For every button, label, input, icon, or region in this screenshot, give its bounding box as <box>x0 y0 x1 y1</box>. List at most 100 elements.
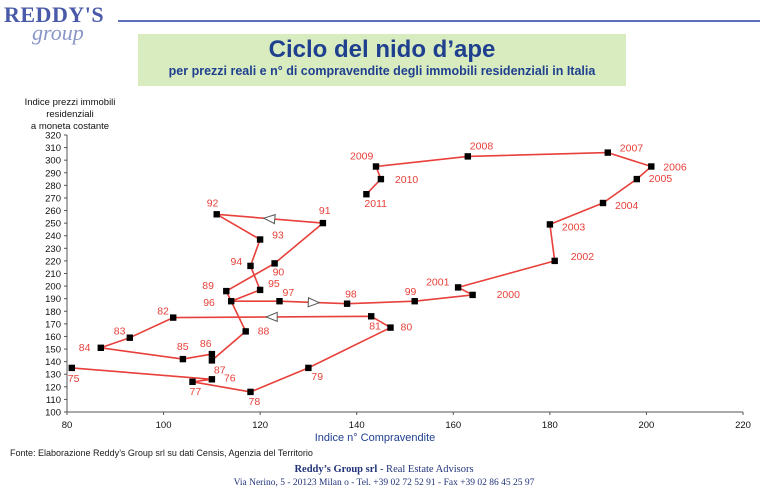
data-point <box>551 257 558 265</box>
data-point <box>223 287 230 295</box>
y-tick-label: 110 <box>46 395 61 406</box>
data-label: 2005 <box>649 173 673 185</box>
y-tick-label: 280 <box>45 181 61 192</box>
data-label: 88 <box>258 325 270 337</box>
y-tick-label: 300 <box>45 156 61 167</box>
direction-arrow <box>307 297 321 308</box>
direction-arrow <box>264 311 278 323</box>
direction-arrow <box>262 213 276 225</box>
data-label: 81 <box>369 320 381 332</box>
data-label: 92 <box>207 197 219 209</box>
data-label: 87 <box>214 364 226 376</box>
data-point <box>208 350 216 358</box>
series-line <box>71 151 653 393</box>
data-label: 2007 <box>620 143 644 155</box>
data-point <box>319 219 327 227</box>
y-tick-label: 220 <box>45 256 61 267</box>
data-point <box>208 376 216 383</box>
data-label: 98 <box>345 289 357 301</box>
x-tick-label: 100 <box>156 420 172 431</box>
data-label: 99 <box>405 286 417 298</box>
data-label: 2004 <box>615 200 639 212</box>
data-label: 85 <box>177 341 189 353</box>
data-point <box>546 221 554 228</box>
data-label: 91 <box>319 205 331 217</box>
data-point <box>469 291 476 299</box>
data-label: 2000 <box>497 289 521 301</box>
y-tick-label: 150 <box>45 345 61 356</box>
data-label: 2009 <box>350 151 374 163</box>
data-point <box>256 286 264 294</box>
data-point <box>464 153 471 160</box>
y-tick-label: 260 <box>45 206 61 217</box>
data-point <box>648 163 655 170</box>
x-tick-label: 200 <box>638 420 654 431</box>
data-label: 2002 <box>571 251 595 263</box>
chart-subtitle: per prezzi reali e n° di compravendite d… <box>168 64 596 78</box>
y-axis-title-line: Indice prezzi immobili <box>25 97 116 108</box>
y-tick-label: 240 <box>45 231 61 242</box>
data-label: 93 <box>272 230 284 242</box>
y-tick-label: 180 <box>45 307 61 318</box>
data-point <box>228 298 235 305</box>
y-tick-label: 190 <box>45 294 61 305</box>
data-point <box>454 284 462 291</box>
y-tick-label: 120 <box>45 382 61 393</box>
company-logo: REDDY'S group <box>4 2 114 50</box>
logo-script: group <box>32 20 84 45</box>
data-point <box>599 199 607 207</box>
data-point <box>305 364 312 372</box>
data-label: 2008 <box>470 140 494 152</box>
data-point <box>256 236 264 243</box>
x-tick-label: 120 <box>252 420 268 431</box>
footer-address: Via Nerino, 5 - 20123 Milan o - Tel. +39… <box>233 478 535 488</box>
y-tick-label: 170 <box>45 319 61 330</box>
data-point <box>387 324 394 331</box>
y-axis-title-line: residenziali <box>46 109 94 120</box>
data-point <box>208 357 216 364</box>
data-point <box>377 175 385 183</box>
y-tick-label: 200 <box>45 282 61 293</box>
data-label: 86 <box>200 338 212 350</box>
data-label: 78 <box>249 396 261 408</box>
data-label: 82 <box>157 306 169 318</box>
y-axis-title-line: a moneta costante <box>31 121 109 132</box>
data-label: 2011 <box>364 198 387 210</box>
y-tick-label: 230 <box>45 244 61 255</box>
y-tick-label: 160 <box>45 332 61 343</box>
data-point <box>368 313 375 320</box>
x-tick-label: 180 <box>542 420 558 431</box>
data-label: 97 <box>283 287 295 299</box>
data-label: 79 <box>311 371 323 383</box>
footer-company-name: Reddy’s Group srl <box>294 464 378 475</box>
data-label: 80 <box>401 322 413 334</box>
y-tick-label: 210 <box>45 269 61 280</box>
data-point <box>633 175 640 183</box>
data-point <box>372 163 380 170</box>
data-label: 90 <box>273 266 285 278</box>
title-banner: Ciclo del nido d’ape per prezzi reali e … <box>138 34 626 86</box>
data-point <box>179 355 187 363</box>
data-label: 77 <box>190 386 202 398</box>
chart-title: Ciclo del nido d’ape <box>268 36 496 63</box>
logo-wordmark: REDDY'S <box>4 2 105 27</box>
data-point <box>276 298 283 305</box>
data-label: 83 <box>114 326 126 338</box>
data-point <box>242 328 249 335</box>
x-tick-label: 140 <box>349 420 365 431</box>
data-label: 95 <box>268 278 280 290</box>
data-point <box>271 260 278 267</box>
data-label: 84 <box>79 342 91 354</box>
data-point <box>411 298 418 305</box>
data-label: 2001 <box>426 276 450 288</box>
data-label: 89 <box>202 280 214 292</box>
x-tick-label: 160 <box>445 420 461 431</box>
data-label: 76 <box>224 372 236 384</box>
data-point <box>189 378 196 385</box>
x-tick-label: 220 <box>735 420 751 431</box>
x-tick-label: 80 <box>62 420 73 431</box>
data-point <box>68 364 75 372</box>
data-point <box>170 314 177 321</box>
data-point <box>247 388 254 396</box>
